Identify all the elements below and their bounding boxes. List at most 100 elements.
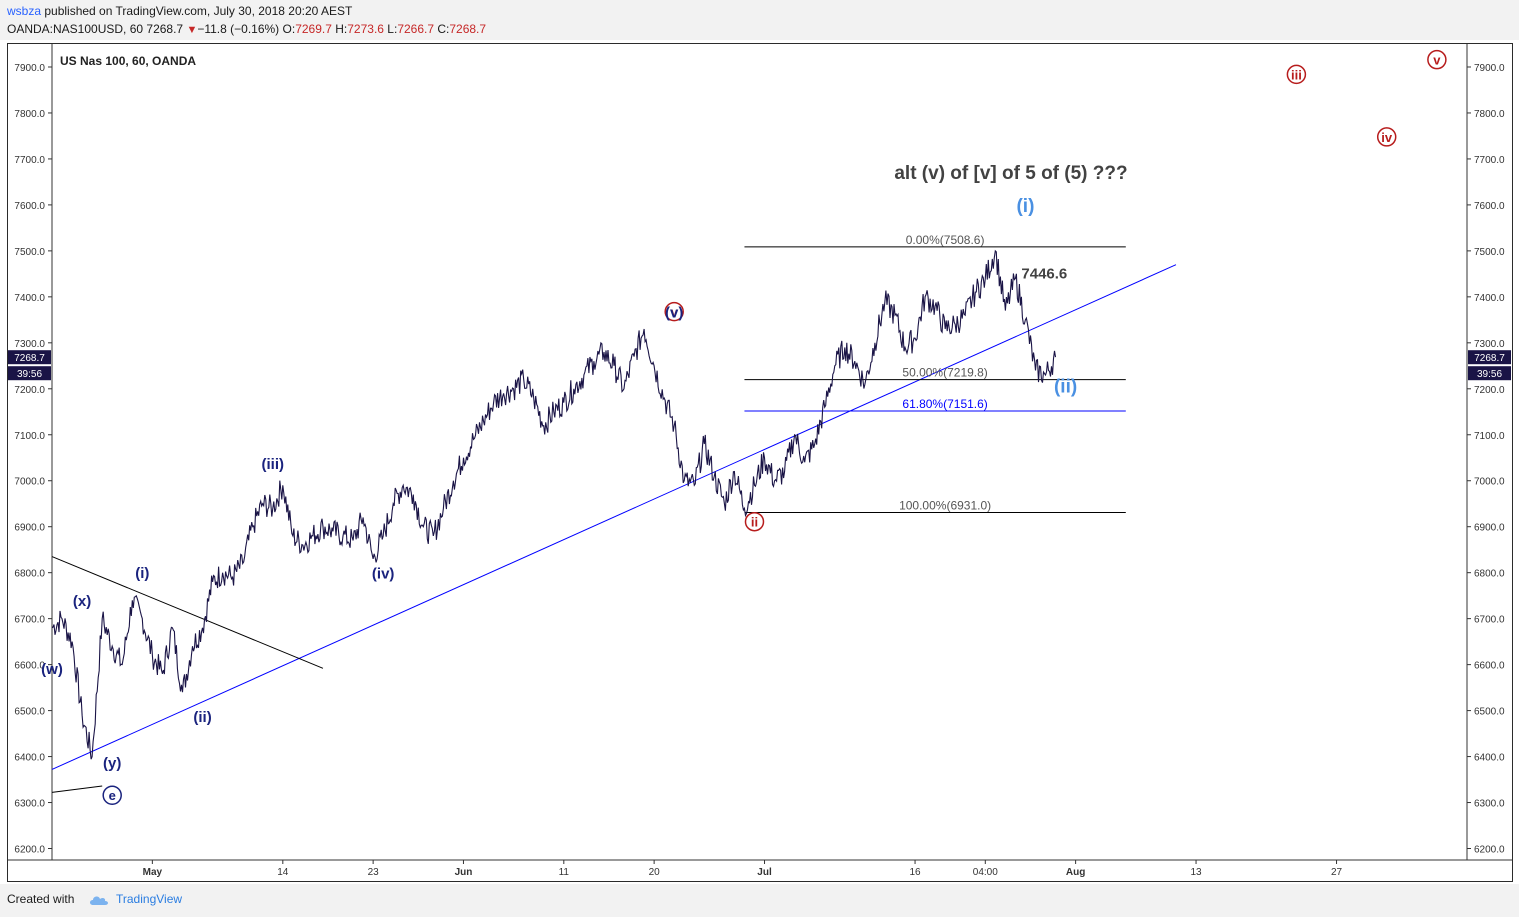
y-tick-label-left: 7400.0 (14, 293, 45, 304)
y-tick-label-right: 7300.0 (1474, 339, 1505, 350)
y-tick-label-left: 6300.0 (14, 799, 45, 810)
price-change: −11.8 (−0.16%) (197, 22, 280, 36)
y-tick-label-left: 6600.0 (14, 661, 45, 672)
low-label: L: (387, 22, 398, 36)
ohlc-line: OANDA:NAS100USD, 60 7268.7 ▼−11.8 (−0.16… (7, 22, 486, 36)
fib-level-label: 0.00%(7508.6) (906, 233, 985, 247)
wave-label: (v) (665, 305, 683, 322)
wave-label-circle (1427, 49, 1447, 70)
last-price: 7268.7 (146, 22, 184, 36)
x-tick-label: 27 (1331, 867, 1343, 878)
x-tick-label: 11 (559, 867, 570, 878)
fib-level-label: 50.00%(7219.8) (902, 366, 987, 380)
publish-info: wsbza published on TradingView.com, July… (7, 4, 352, 18)
down-arrow-icon: ▼ (186, 24, 198, 36)
current-price-label-left: 7268.7 (14, 353, 45, 364)
current-price-badge-left (8, 350, 51, 365)
open-label: O: (282, 22, 296, 36)
y-tick-label-right: 7500.0 (1474, 247, 1505, 258)
wave-label: e (109, 788, 116, 803)
x-tick-label: 23 (368, 867, 380, 878)
current-price-label-right: 7268.7 (1474, 353, 1505, 364)
y-tick-label-right: 6900.0 (1474, 523, 1505, 534)
fib-level-label: 100.00%(6931.0) (899, 498, 991, 512)
y-tick-label-left: 7600.0 (14, 201, 45, 212)
trendline (51, 785, 103, 793)
y-tick-label-right: 6500.0 (1474, 707, 1505, 718)
high-value: 7273.6 (347, 22, 384, 36)
countdown-label-right: 39:56 (1477, 369, 1502, 380)
x-tick-label: May (143, 867, 163, 878)
y-tick-label-left: 6200.0 (14, 845, 45, 856)
wave-label: (ii) (1054, 376, 1077, 397)
x-tick-label: Jul (757, 867, 772, 878)
countdown-badge-right (1468, 366, 1511, 381)
y-tick-label-left: 7500.0 (14, 247, 45, 258)
y-tick-label-left: 6800.0 (14, 569, 45, 580)
wave-label: (iii) (262, 456, 285, 473)
wave-label: ii (751, 515, 758, 530)
fib-level-label: 61.80%(7151.6) (902, 397, 987, 411)
trendline (51, 264, 1177, 770)
y-tick-label-right: 7700.0 (1474, 155, 1505, 166)
y-tick-label-right: 7900.0 (1474, 63, 1505, 74)
header-bar: wsbza published on TradingView.com, July… (0, 0, 1519, 40)
current-price-badge-right (1468, 350, 1511, 365)
y-tick-label-right: 7400.0 (1474, 293, 1505, 304)
y-tick-label-left: 7000.0 (14, 477, 45, 488)
x-tick-label: 04:00 (973, 867, 998, 878)
wave-label: (iv) (372, 566, 395, 583)
close-label: C: (437, 22, 450, 36)
peak-price-label: 7446.6 (1021, 265, 1067, 282)
wave-label: v (671, 305, 679, 320)
price-chart[interactable]: 7900.0 7900.0 7800.0 7800.0 7700.0 7700.0 7600… (8, 44, 1512, 881)
y-tick-label-right: 6600.0 (1474, 661, 1505, 672)
open-value: 7269.7 (295, 22, 332, 36)
y-tick-label-left: 7800.0 (14, 109, 45, 120)
wave-label-circle (102, 785, 122, 805)
x-tick-label: Jun (455, 867, 473, 878)
tradingview-brand-link[interactable]: TradingView (88, 892, 182, 906)
chart-frame[interactable]: 7900.0 7900.0 7800.0 7800.0 7700.0 7700.0 7600… (7, 43, 1513, 882)
wave-label-circle (664, 301, 684, 322)
publish-text: published on TradingView.com, July 30, 2… (41, 4, 353, 18)
chart-title: US Nas 100, 60, OANDA (60, 54, 196, 68)
wave-label: (w) (41, 661, 63, 678)
wave-label: iii (1291, 67, 1302, 82)
wave-label: (i) (135, 565, 149, 582)
author-link[interactable]: wsbza (7, 4, 42, 18)
y-tick-label-left: 6700.0 (14, 615, 45, 626)
wave-label: (y) (103, 755, 121, 772)
y-tick-label-right: 6700.0 (1474, 615, 1505, 626)
y-tick-label-left: 6400.0 (14, 753, 45, 764)
y-tick-label-left: 7300.0 (14, 339, 45, 350)
y-tick-label-right: 7800.0 (1474, 109, 1505, 120)
y-tick-label-left: 7100.0 (14, 431, 45, 442)
x-tick-label: 16 (909, 867, 921, 878)
low-value: 7266.7 (397, 22, 435, 36)
y-tick-label-left: 6500.0 (14, 707, 45, 718)
y-tick-label-left: 7900.0 (14, 63, 45, 74)
tradingview-brand-text: TradingView (116, 892, 183, 906)
y-tick-label-right: 7100.0 (1474, 431, 1505, 442)
y-tick-label-right: 7000.0 (1474, 477, 1505, 488)
y-tick-label-right: 6200.0 (1474, 845, 1505, 856)
wave-label: (ii) (193, 709, 211, 726)
wave-label: (i) (1016, 196, 1034, 217)
x-tick-label: Aug (1066, 867, 1085, 878)
price-series-line (51, 249, 1057, 760)
wave-label: (x) (73, 593, 91, 610)
wave-label: iv (1381, 130, 1393, 145)
x-tick-label: 20 (649, 867, 661, 878)
y-tick-label-right: 6300.0 (1474, 799, 1505, 810)
y-tick-label-right: 7600.0 (1474, 201, 1505, 212)
wave-label-circle (1376, 127, 1397, 147)
y-tick-label-right: 7200.0 (1474, 385, 1505, 396)
x-tick-label: 14 (277, 867, 289, 878)
wave-label: v (1433, 53, 1441, 68)
created-with-text: Created with (7, 892, 75, 906)
y-tick-label-right: 6800.0 (1474, 569, 1505, 580)
y-tick-label-right: 6400.0 (1474, 753, 1505, 764)
wave-count-annotation: alt (v) of [v] of 5 of (5) ??? (894, 163, 1127, 184)
footer-bar: Created with TradingView (0, 884, 1519, 917)
